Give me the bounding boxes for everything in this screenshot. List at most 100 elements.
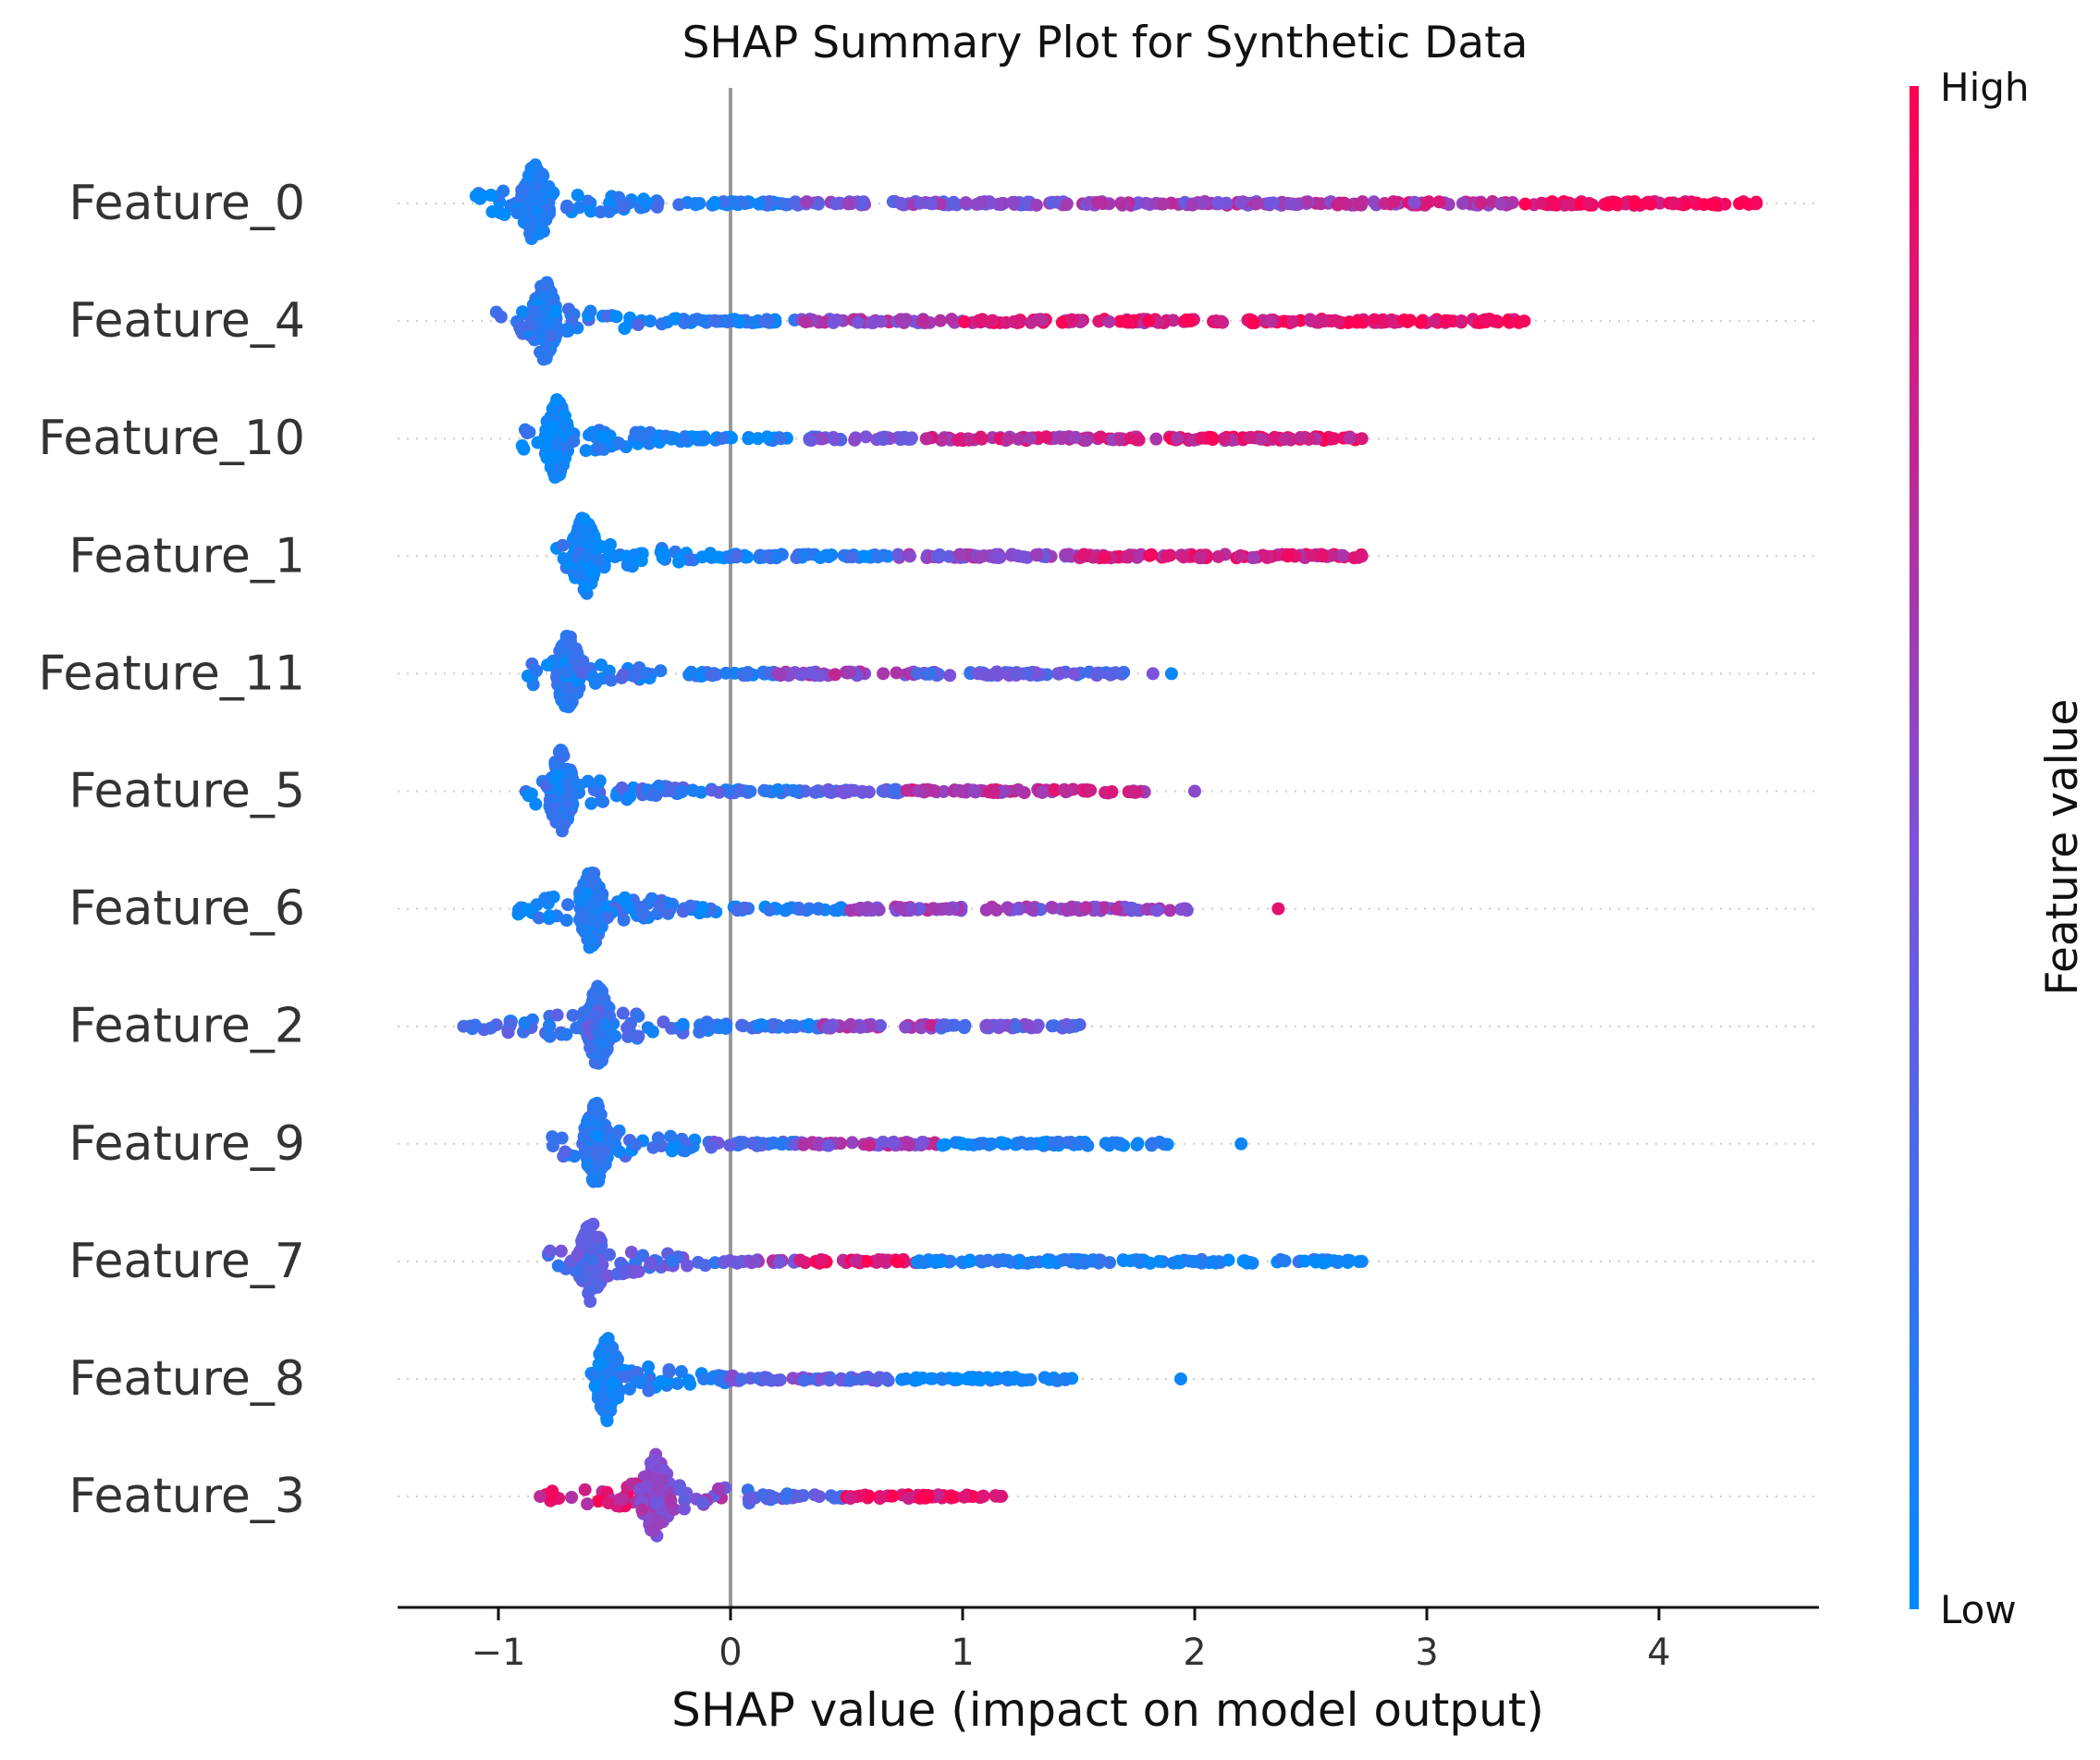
shap-point <box>468 1018 482 1032</box>
shap-point <box>540 451 554 465</box>
shap-point <box>1079 901 1093 915</box>
feature-row-points <box>519 743 1201 838</box>
shap-point <box>1253 432 1267 446</box>
shap-point <box>524 787 538 801</box>
shap-point <box>594 1108 608 1122</box>
shap-point <box>642 1384 656 1397</box>
shap-point <box>1016 550 1030 564</box>
shap-point <box>873 1371 887 1385</box>
shap-point <box>584 932 598 946</box>
shap-point <box>793 1253 807 1267</box>
shap-point <box>608 1355 622 1369</box>
shap-point <box>1217 432 1231 446</box>
shap-point <box>595 540 608 554</box>
shap-point <box>1059 548 1073 561</box>
shap-point <box>573 893 587 907</box>
shap-point <box>583 1295 597 1309</box>
shap-point <box>650 200 664 214</box>
shap-point <box>657 547 670 560</box>
shap-point <box>681 1259 694 1273</box>
shap-point <box>745 1137 759 1151</box>
shap-point <box>744 1256 758 1270</box>
shap-point <box>903 549 916 563</box>
shap-point <box>585 914 599 928</box>
shap-point <box>1151 315 1165 329</box>
shap-point <box>899 1020 913 1034</box>
shap-point <box>1644 197 1658 211</box>
shap-point <box>966 783 980 797</box>
shap-point <box>678 1502 692 1516</box>
shap-point <box>811 784 825 798</box>
shap-outlier-point <box>1146 667 1160 681</box>
shap-point <box>1286 314 1300 328</box>
shap-point <box>942 903 956 917</box>
shap-point <box>1211 195 1225 209</box>
shap-point <box>1150 904 1164 917</box>
shap-point <box>903 1138 916 1152</box>
shap-point <box>990 669 1004 683</box>
shap-point <box>485 204 499 218</box>
shap-point <box>609 310 623 324</box>
shap-point <box>618 322 632 336</box>
shap-point <box>1334 548 1348 562</box>
shap-point <box>1146 1137 1160 1151</box>
shap-point <box>733 315 747 329</box>
shap-point <box>612 437 626 450</box>
feature-label: Feature_8 <box>68 1351 305 1407</box>
shap-point <box>773 1372 787 1386</box>
shap-point <box>1048 782 1062 796</box>
shap-point <box>586 671 600 684</box>
shap-point <box>695 314 709 327</box>
shap-point <box>760 430 774 444</box>
shap-point <box>788 784 802 798</box>
shap-point <box>1183 314 1197 328</box>
shap-point <box>970 1372 984 1386</box>
shap-point <box>900 783 914 797</box>
shap-point <box>952 1372 965 1386</box>
shap-point <box>571 1248 584 1262</box>
shap-point <box>888 782 902 796</box>
shap-point <box>497 208 511 222</box>
shap-point <box>916 1135 930 1149</box>
shap-point <box>894 196 908 210</box>
shap-point <box>1314 197 1328 211</box>
shap-point <box>1102 314 1116 328</box>
shap-point <box>861 901 875 915</box>
shap-point <box>1091 195 1105 209</box>
shap-point <box>843 665 857 679</box>
shap-point <box>910 1373 924 1387</box>
shap-point <box>1001 901 1014 915</box>
shap-point <box>602 1248 616 1262</box>
shap-point <box>1177 902 1191 916</box>
feature-label: Feature_5 <box>68 764 305 819</box>
shap-point <box>1121 550 1135 564</box>
shap-outlier-point <box>1582 197 1596 210</box>
shap-point <box>591 1129 605 1143</box>
shap-point <box>877 667 890 681</box>
shap-point <box>1014 1136 1028 1150</box>
shap-point <box>564 697 578 711</box>
shap-point <box>529 305 543 319</box>
shap-outlier-point <box>1355 549 1369 563</box>
shap-point <box>981 1371 995 1385</box>
shap-point <box>834 901 848 915</box>
shap-point <box>757 314 771 328</box>
shap-point <box>566 1008 580 1022</box>
shap-point <box>534 330 547 344</box>
shap-point <box>665 1254 679 1268</box>
shap-point <box>789 195 803 209</box>
shap-point <box>557 818 571 831</box>
shap-point <box>913 196 927 210</box>
shap-point <box>774 669 788 683</box>
shap-point <box>1250 196 1264 210</box>
shap-point <box>1214 314 1228 328</box>
shap-point <box>583 428 596 442</box>
shap-point <box>542 314 556 328</box>
shap-point <box>814 550 828 564</box>
shap-point <box>585 1263 599 1277</box>
shap-point <box>854 1372 868 1386</box>
shap-point <box>718 666 732 680</box>
shap-point <box>890 1255 904 1269</box>
shap-outlier-point <box>1750 197 1763 210</box>
shap-point <box>531 436 545 449</box>
